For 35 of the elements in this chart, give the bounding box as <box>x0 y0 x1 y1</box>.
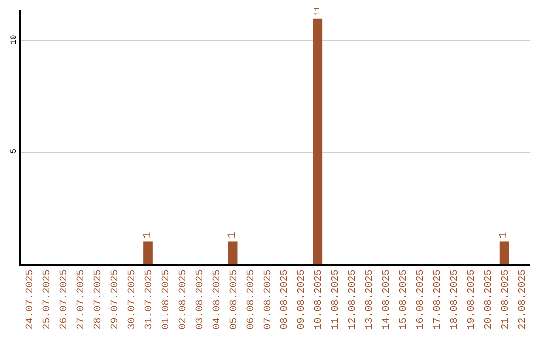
y-tick-label: 5 <box>10 148 20 154</box>
x-tick-label: 25.07.2025 <box>42 270 54 330</box>
data-label: 1 <box>142 232 154 239</box>
x-tick-label: 22.08.2025 <box>518 270 529 330</box>
x-tick-label: 18.08.2025 <box>450 270 461 330</box>
x-tick-label: 26.07.2025 <box>60 270 71 330</box>
x-tick-label: 12.08.2025 <box>348 270 360 330</box>
x-tick-label: 31.07.2025 <box>144 270 156 330</box>
x-tick-label: 20.08.2025 <box>484 270 495 330</box>
x-tick-label: 24.07.2025 <box>26 270 37 330</box>
x-tick-label: 15.08.2025 <box>399 270 410 330</box>
data-label: 1 <box>498 232 511 239</box>
x-tick-label: 11.08.2025 <box>331 270 342 330</box>
y-tick-label: 10 <box>10 34 20 45</box>
x-tick-label: 07.08.2025 <box>263 270 274 330</box>
x-tick-label: 29.07.2025 <box>110 270 122 330</box>
x-tick-label: 30.07.2025 <box>128 270 139 330</box>
x-tick-label: 28.07.2025 <box>94 270 105 330</box>
x-tick-label: 08.08.2025 <box>280 270 292 330</box>
x-tick-label: 09.08.2025 <box>297 270 308 330</box>
x-tick-label: 06.08.2025 <box>246 270 258 330</box>
x-tick-label: 16.08.2025 <box>416 270 427 330</box>
x-tick-label: 01.08.2025 <box>161 270 172 330</box>
x-tick-label: 17.08.2025 <box>432 270 444 330</box>
x-tick-label: 03.08.2025 <box>195 270 206 330</box>
x-tick-label: 19.08.2025 <box>466 270 478 330</box>
x-tick-label: 27.07.2025 <box>76 270 88 330</box>
x-tick-label: 14.08.2025 <box>382 270 394 330</box>
x-tick-label: 04.08.2025 <box>212 270 224 330</box>
x-tick-label: 13.08.2025 <box>365 270 376 330</box>
x-tick-label: 10.08.2025 <box>314 270 326 330</box>
x-tick-label: 02.08.2025 <box>178 270 190 330</box>
x-tick-label: 05.08.2025 <box>229 270 240 330</box>
data-label: 1 <box>227 232 240 239</box>
x-tick-label: 21.08.2025 <box>500 270 512 330</box>
